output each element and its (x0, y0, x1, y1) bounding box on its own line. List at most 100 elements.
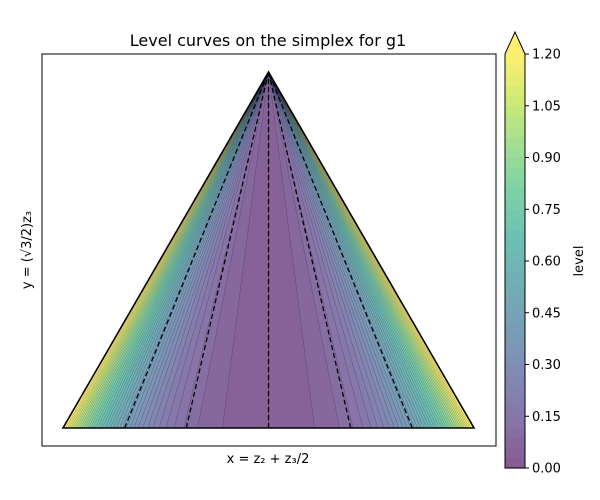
colorbar-segment (505, 157, 525, 169)
contour-line (115, 72, 269, 428)
contour-line (268, 72, 465, 428)
contour-line (109, 72, 269, 428)
contour-line (222, 72, 269, 428)
contour-line (268, 72, 379, 428)
contour-line (83, 72, 269, 428)
contour-line (268, 72, 441, 428)
colorbar-tick-label: 1.20 (532, 48, 561, 63)
contour-line (268, 72, 408, 428)
contour-line (268, 72, 467, 428)
contour-line (268, 72, 460, 428)
contour-line (158, 72, 269, 428)
colorbar-segment (505, 240, 525, 252)
colorbar-tick-label: 0.15 (532, 410, 561, 425)
colorbar-segment (505, 292, 525, 303)
colorbar-label: level (572, 246, 587, 277)
colorbar-segment (505, 436, 525, 448)
colorbar-segment (505, 447, 525, 459)
contour-line (268, 72, 454, 428)
colorbar-segment (505, 312, 525, 324)
simplex-boundary (61, 70, 476, 429)
colorbar-segment (505, 302, 525, 314)
colorbar-segment (505, 167, 525, 179)
colorbar-segment (505, 385, 525, 397)
colorbar-segment (505, 405, 525, 417)
colorbar-tick-label: 0.45 (532, 306, 561, 321)
colorbar-segment (505, 54, 525, 65)
colorbar-segment (505, 229, 525, 241)
colorbar-segment (505, 250, 525, 262)
contour-line (85, 72, 269, 428)
colorbar-segment (505, 178, 525, 190)
contour-line (94, 72, 269, 428)
contour-line (90, 72, 269, 428)
colorbar-segment (505, 147, 525, 159)
contour-line (268, 72, 450, 428)
contour-line (104, 72, 269, 428)
colorbar-segment (505, 116, 525, 128)
contour-line (70, 72, 269, 428)
contour-line (268, 72, 443, 428)
dashed-level-line (267, 71, 352, 429)
colorbar-segment (505, 457, 525, 469)
contour-line (129, 72, 269, 428)
contour-line (268, 72, 404, 428)
colorbar-segment (505, 271, 525, 283)
contour-line (173, 72, 269, 428)
contour-line (87, 72, 269, 428)
colorbar-segment (505, 198, 525, 210)
colorbar-segment (505, 136, 525, 148)
contour-line (268, 72, 430, 428)
colorbar-segment (505, 64, 525, 76)
contour-line (268, 72, 340, 428)
contour-line (92, 72, 269, 428)
colorbar-segment (505, 343, 525, 355)
colorbar-segment (505, 333, 525, 345)
contour-line (268, 72, 422, 428)
contour-line (122, 72, 269, 428)
contour-line (268, 72, 456, 428)
colorbar-segment (505, 374, 525, 386)
colorbar-tick-label: 0.30 (532, 358, 561, 373)
colorbar: 0.00 0.15 0.30 0.45 0.60 0.75 0.90 1.05 1.20 (504, 30, 561, 477)
contour-line (77, 72, 269, 428)
contour-line (268, 72, 372, 428)
contour-line (268, 72, 436, 428)
contour-line (81, 72, 269, 428)
colorbar-segment (505, 219, 525, 231)
contour-line (268, 72, 438, 428)
contour-line (268, 72, 425, 428)
contour-line (197, 72, 269, 428)
contour-line (147, 72, 269, 428)
contour-line (99, 72, 269, 428)
contour-line (79, 72, 269, 428)
contour-line (268, 72, 452, 428)
contour-line (268, 72, 433, 428)
contour-line (119, 72, 269, 428)
contour-line (112, 72, 269, 428)
contour-bands (63, 72, 474, 428)
contour-line (268, 72, 428, 428)
colorbar-segment (505, 74, 525, 86)
contour-line (268, 72, 400, 428)
contour-line (268, 72, 447, 428)
colorbar-tick-label: 0.00 (532, 462, 561, 477)
contour-line (268, 72, 390, 428)
colorbar-tick-label: 1.05 (532, 99, 561, 114)
contour-line (107, 72, 269, 428)
contour-line (268, 72, 385, 428)
contour-line (165, 72, 269, 428)
contour-line (152, 72, 269, 428)
dashed-level-lines (124, 71, 413, 429)
colorbar-segment (505, 261, 525, 272)
chart-title: Level curves on the simplex for g1 (130, 31, 406, 50)
colorbar-segment (505, 416, 525, 428)
colorbar-segment (505, 126, 525, 138)
contour-line (137, 72, 269, 428)
colorbar-tick-label: 0.75 (532, 203, 561, 218)
contour-line (268, 72, 415, 428)
colorbar-segment (505, 209, 525, 221)
colorbar-tick-label: 0.90 (532, 151, 561, 166)
contour-line (101, 72, 269, 428)
